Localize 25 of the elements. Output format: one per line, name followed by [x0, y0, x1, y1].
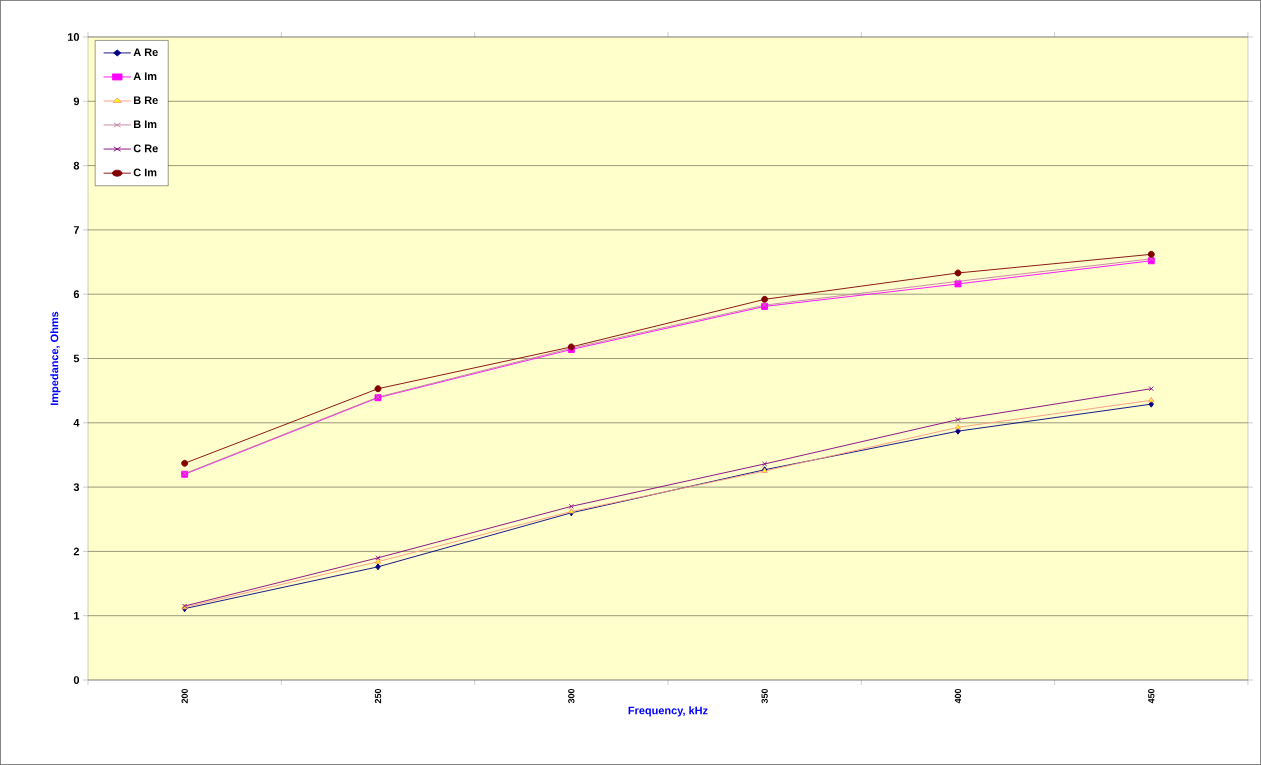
legend-label: A Im [133, 72, 157, 80]
x-axis-title: Frequency, kHz [628, 706, 708, 717]
x-tick-label: 200 [181, 688, 188, 704]
y-tick-label: 4 [73, 419, 80, 427]
legend-label: A Re [133, 48, 158, 57]
x-tick-label: 400 [954, 688, 962, 704]
x-tick-label: 450 [1148, 688, 1155, 704]
y-tick-label: 3 [73, 483, 80, 491]
y-tick-label: 5 [73, 354, 80, 363]
y-tick-label: 9 [73, 97, 80, 106]
y-tick-label: 7 [73, 226, 79, 234]
y-tick-label: 10 [67, 33, 80, 41]
legend-label: C Re [133, 144, 158, 153]
y-tick-label: 1 [74, 611, 80, 620]
x-tick-label: 300 [568, 688, 575, 704]
legend-label: B Re [134, 96, 158, 105]
legend-label: C Im [133, 168, 157, 177]
y-tick-label: 8 [73, 161, 80, 170]
y-tick-label: 6 [73, 290, 80, 299]
y-axis-title: Impedance, Ohms [50, 311, 61, 405]
x-tick-label: 350 [761, 688, 768, 704]
x-tick-label: 250 [374, 688, 382, 704]
legend-label: B Im [134, 120, 157, 128]
y-tick-label: 0 [73, 676, 80, 684]
y-tick-label: 2 [73, 547, 80, 556]
